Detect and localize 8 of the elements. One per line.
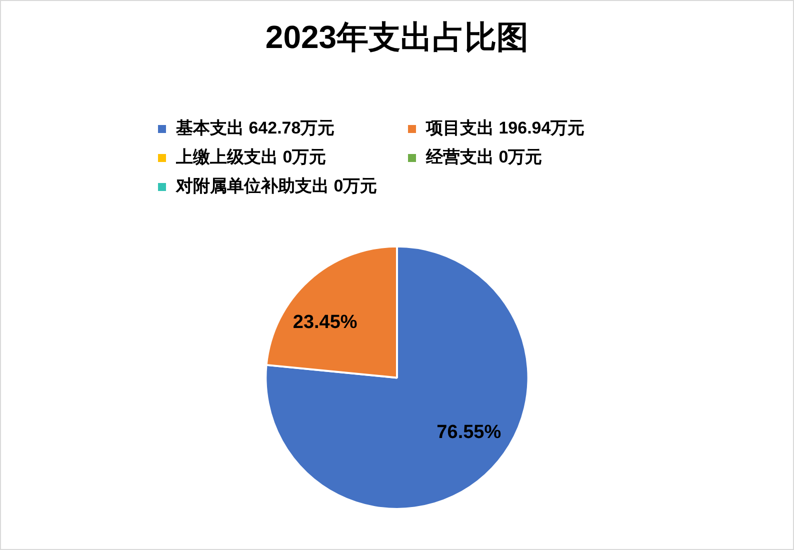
legend-label: 上缴上级支出 0万元 (175, 148, 326, 167)
data-label: 76.55% (436, 422, 502, 444)
data-label: 23.45% (292, 312, 358, 333)
legend-label: 基本支出 642.78万元 (175, 118, 335, 138)
legend-label: 经营支出 0万元 (425, 148, 542, 167)
legend-label: 项目支出 196.94万元 (425, 118, 585, 138)
legend-label: 对附属单位补助支出 0万元 (175, 176, 378, 196)
chart-title: 2023年支出占比图 (265, 19, 529, 56)
